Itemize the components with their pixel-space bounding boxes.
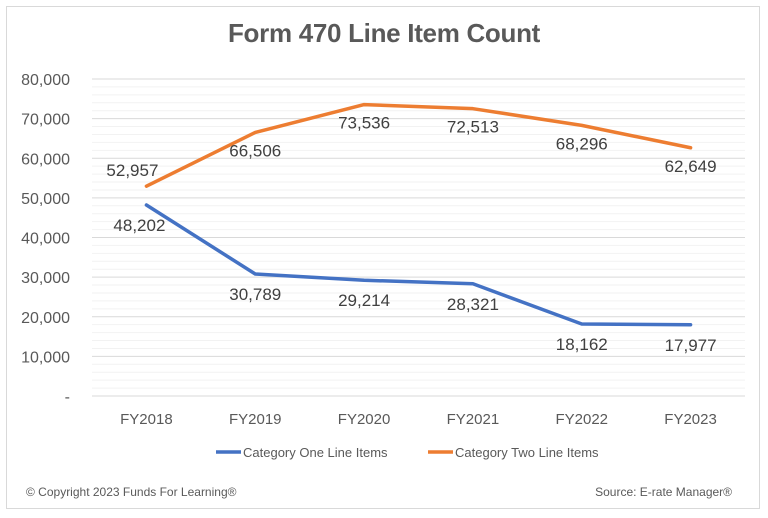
y-tick-label: 50,000 <box>21 191 70 208</box>
y-tick-label: 80,000 <box>21 72 70 89</box>
data-label: 30,789 <box>229 285 281 304</box>
x-tick-label: FY2020 <box>338 411 391 428</box>
data-label: 18,162 <box>556 335 608 354</box>
x-tick-label: FY2021 <box>447 411 500 428</box>
x-tick-label: FY2023 <box>664 411 717 428</box>
data-label: 66,506 <box>229 141 281 160</box>
copyright-text: © Copyright 2023 Funds For Learning® <box>26 485 237 499</box>
data-label: 28,321 <box>447 295 499 314</box>
y-tick-label: - <box>65 389 70 406</box>
y-tick-label: 10,000 <box>21 349 70 366</box>
y-tick-label: 70,000 <box>21 112 70 129</box>
data-label: 29,214 <box>338 291 390 310</box>
data-label: 73,536 <box>338 114 390 133</box>
data-label: 17,977 <box>665 336 717 355</box>
x-tick-label: FY2019 <box>229 411 282 428</box>
chart-title: Form 470 Line Item Count <box>227 18 541 48</box>
y-tick-label: 20,000 <box>21 310 70 327</box>
series-line-2 <box>144 102 693 188</box>
data-label: 68,296 <box>556 134 608 153</box>
legend-label: Category Two Line Items <box>455 445 599 460</box>
data-label: 52,957 <box>106 161 158 180</box>
data-label: 62,649 <box>665 157 717 176</box>
x-tick-label: FY2018 <box>120 411 173 428</box>
data-label: 48,202 <box>113 216 165 235</box>
legend-label: Category One Line Items <box>243 445 388 460</box>
y-tick-label: 30,000 <box>21 270 70 287</box>
series-line-1 <box>144 203 693 327</box>
data-label: 72,513 <box>447 118 499 137</box>
y-tick-label: 60,000 <box>21 151 70 168</box>
y-tick-label: 40,000 <box>21 231 70 248</box>
chart-frame <box>6 6 760 509</box>
source-text: Source: E-rate Manager® <box>595 485 732 499</box>
x-tick-label: FY2022 <box>555 411 608 428</box>
